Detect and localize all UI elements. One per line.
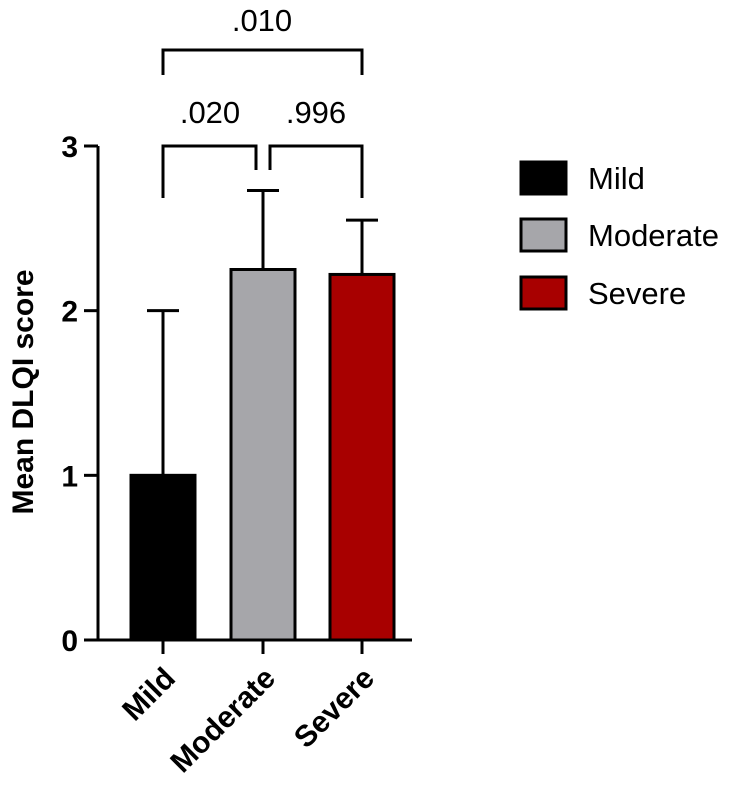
legend-label: Severe <box>588 276 686 311</box>
bar-severe <box>328 272 396 642</box>
bar-mild <box>129 473 197 642</box>
legend-label: Mild <box>588 161 645 196</box>
y-axis-title: Mean DLQI score <box>7 269 40 514</box>
p-value-label: .010 <box>232 3 292 38</box>
p-value-label: .020 <box>180 95 240 130</box>
significance-brackets: .020 .996 .010 <box>161 3 364 198</box>
error-bars-group <box>147 188 378 476</box>
legend-swatch-moderate <box>519 217 568 253</box>
x-tick-label: Severe <box>288 662 381 755</box>
bracket-mild-severe <box>161 48 364 75</box>
legend-swatch-severe <box>519 275 568 311</box>
p-value-label: .996 <box>286 95 346 130</box>
bars-group <box>129 268 396 642</box>
legend: Mild Moderate Severe <box>519 160 719 311</box>
y-tick-label: 3 <box>61 131 78 164</box>
legend-swatch-mild <box>519 160 568 196</box>
bracket-moderate-severe <box>268 144 364 198</box>
y-tick-label: 2 <box>61 296 78 329</box>
y-tick-label: 1 <box>61 460 78 493</box>
y-tick-label: 0 <box>61 625 78 658</box>
legend-label: Moderate <box>588 218 719 253</box>
bracket-mild-moderate <box>161 144 258 198</box>
x-tick-label: Mild <box>116 662 182 728</box>
x-tick-label: Moderate <box>164 662 282 780</box>
bar-moderate <box>229 268 297 642</box>
